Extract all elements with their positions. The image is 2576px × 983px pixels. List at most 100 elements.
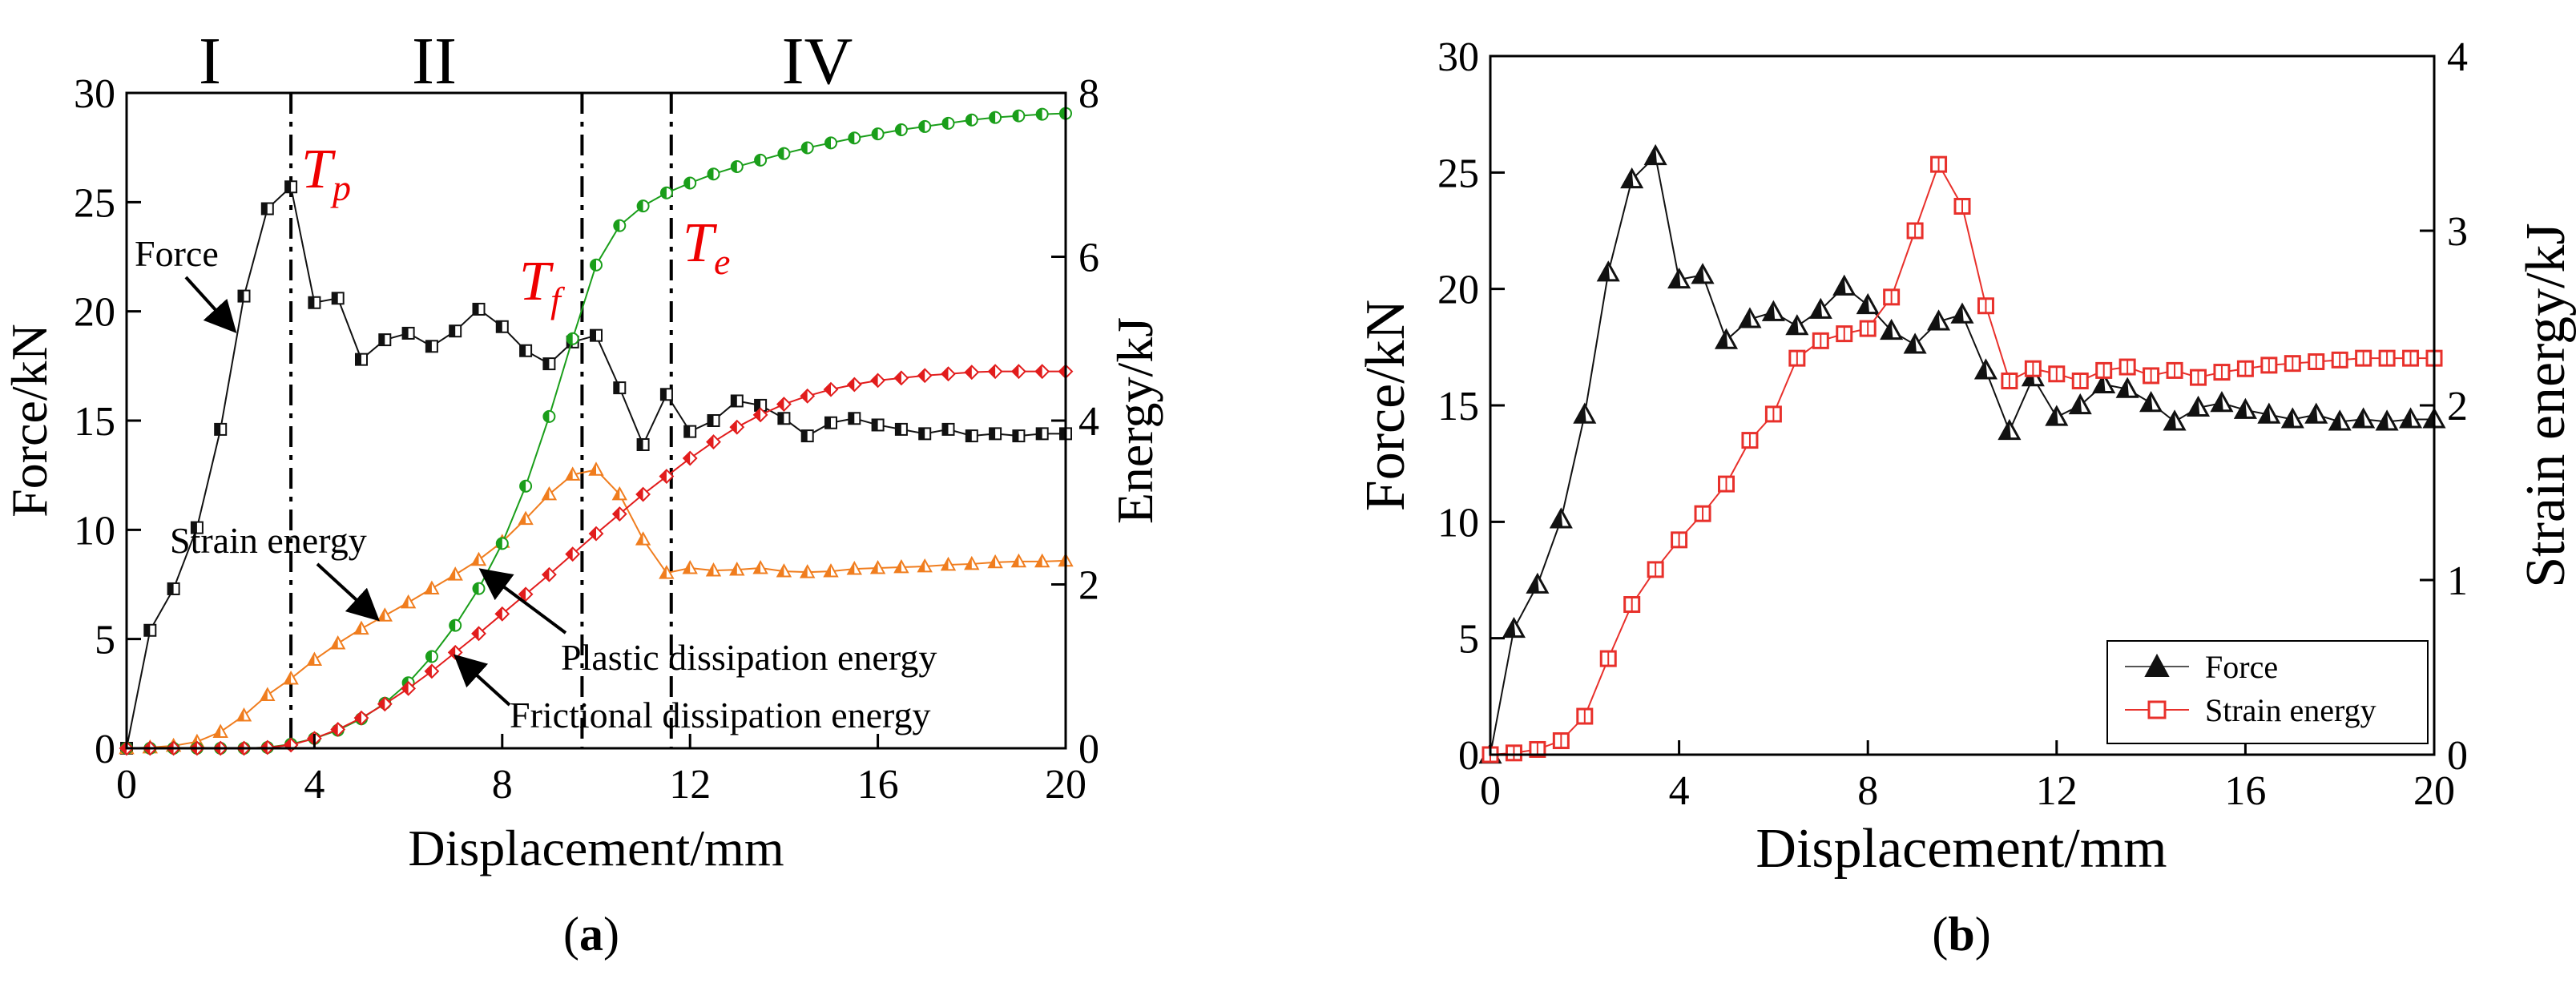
panel-b-force-point (2186, 395, 2211, 417)
panel-b-force-point (1738, 307, 1762, 328)
panel-a-stage-label-2: II (412, 24, 457, 99)
panel-b-force-point (2399, 407, 2423, 429)
panel-b-strain-energy-point (1906, 222, 1924, 240)
panel-a-frictional-dissipation-energy-point (893, 370, 909, 386)
panel-b-series (1478, 143, 2446, 764)
panel-a-strain-energy-point (353, 620, 369, 635)
panel-b-force-point (1596, 260, 1620, 282)
panel-b-force-point (2280, 407, 2304, 429)
panel-a-force-point (1035, 427, 1049, 441)
panel-b-caption-open: ( (1932, 908, 1948, 961)
panel-a-strain-arrow (316, 562, 380, 622)
panel-b-strain-energy-point (2190, 369, 2207, 386)
panel-b-force-point (1549, 507, 1573, 529)
panel-a-force-point (659, 388, 673, 401)
panel-a-frictional-dissipation-energy-point (1034, 364, 1050, 380)
panel-b-y-tick-label: 0 (1458, 733, 1479, 779)
panel-a-plastic-dissipation-energy-point (871, 127, 885, 141)
panel-a-stage-label-4: IV (782, 24, 853, 99)
panel-a-strain-energy-point (635, 531, 651, 546)
panel-a-force-point (143, 623, 157, 637)
panel-b-force-point (2304, 402, 2328, 424)
panel-b-legend-force-label: Force (2205, 649, 2278, 685)
panel-a-force-point (237, 289, 251, 303)
panel-a-strain-energy-point (447, 566, 463, 581)
panel-a-strain-energy-point (541, 485, 558, 501)
panel-b-strain-energy-point (2308, 353, 2325, 370)
panel-a-plastic-dissipation-energy-point (848, 131, 861, 145)
panel-b-force-point (1998, 418, 2022, 441)
panel-b-strain-energy-point (1576, 707, 1594, 725)
panel-b-force-point (1927, 309, 1951, 331)
panel-a-frictional-dissipation-energy-point (1010, 364, 1026, 380)
panel-a-plastic-dissipation-energy-point (918, 119, 932, 133)
panel-a-force-point (519, 344, 533, 357)
panel-a-plastic-dissipation-energy-point (495, 537, 509, 550)
panel-b-force-point (1691, 263, 1715, 284)
panel-a-plastic-dissipation-energy-point (519, 479, 533, 493)
panel-a-force-point (824, 416, 837, 429)
panel-a-plastic-dissipation-energy-point (941, 116, 955, 130)
panel-b-force-point (1973, 358, 1998, 380)
panel-a-frictional-dissipation-energy-point (752, 407, 768, 423)
panel-b-force-point (1880, 318, 1904, 340)
panel-a-strain-energy-point (424, 580, 440, 595)
panel-b-x-axis-title: Displacement/mm (1756, 818, 2167, 880)
panel-a-x-tick-label: 12 (669, 762, 711, 808)
panel-a-strain-energy-point (987, 554, 1003, 569)
panel-b-force-point (2328, 409, 2352, 431)
panel-a-strain-energy-point (588, 461, 604, 476)
panel-b-strain-energy-point (2378, 349, 2396, 367)
panel-b-force-point (1667, 267, 1691, 289)
panel-a-strain-energy-point (940, 556, 957, 571)
panel-b-y-tick-label: 25 (1437, 151, 1479, 196)
panel-a-caption: (a) (563, 908, 619, 961)
panel-b-force-point (1714, 328, 1739, 349)
panel-a-plastic-dissipation-energy-point (613, 219, 627, 232)
panel-b-strain-energy-point (1930, 155, 1948, 173)
panel-a-force-point (871, 418, 885, 432)
panel-a-force-point (965, 429, 978, 443)
panel-b-strain-energy-point (1859, 320, 1877, 337)
panel-a-force-point (707, 414, 720, 427)
panel-a-force-point (683, 425, 697, 438)
panel-a-caption-letter: a (579, 908, 603, 961)
panel-a-plastic-dissipation-energy-point (1035, 107, 1049, 121)
panel-a-tp-main: T (301, 139, 337, 200)
panel-a-frictional-dissipation-energy-point (541, 566, 557, 582)
panel-a-y-tick-label: 5 (95, 618, 115, 663)
panel-b-strain-energy-point (1788, 349, 1806, 367)
panel-a-plastic-dissipation-energy-point (590, 258, 603, 272)
panel-b-x-tick-label: 8 (1857, 768, 1878, 814)
panel-a-frictional-dissipation-energy-point (964, 365, 980, 381)
panel-a-caption-close: ) (603, 908, 619, 961)
panel-a-force-point (472, 302, 486, 316)
panel-b-legend: Force Strain energy (2106, 640, 2429, 744)
panel-b-y2-tick-label: 0 (2447, 733, 2468, 779)
panel-a-force-point (730, 394, 744, 408)
panel-b-strain-energy-point (1552, 732, 1570, 750)
panel-a-force-point (941, 422, 955, 436)
panel-a-tp-sub: p (330, 167, 351, 208)
panel-a-plastic-arrow (478, 568, 567, 635)
panel-a-plastic-dissipation-energy-point (707, 167, 720, 181)
panel-b-y-tick-label: 30 (1437, 34, 1479, 80)
panel-a-strain-energy-point (964, 555, 980, 570)
panel-a-plastic-dissipation-energy-point (566, 332, 579, 345)
panel-b-force-point (1573, 402, 1597, 424)
panel-b-force-point (1620, 167, 1644, 189)
panel-a-y2-tick-label: 2 (1078, 563, 1099, 609)
panel-b-x-tick-label: 20 (2413, 768, 2455, 814)
panel-b-y-tick-label: 15 (1437, 384, 1479, 429)
panel-b-strain-energy-point (2048, 365, 2066, 383)
panel-b-x-tick-label: 16 (2224, 768, 2266, 814)
panel-a-plastic-dissipation-energy-point (449, 618, 462, 632)
panel-b-strain-energy-point (1741, 432, 1759, 449)
panel-b-strain-energy-point (2331, 351, 2348, 369)
panel-a-strain-energy-point (330, 635, 346, 650)
panel-b-force-point (2139, 391, 2163, 413)
panel-a-y-tick-label: 20 (74, 290, 115, 336)
